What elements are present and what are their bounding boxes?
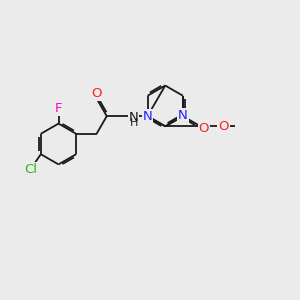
Text: O: O (218, 120, 229, 133)
Text: Cl: Cl (24, 163, 37, 176)
Text: H: H (130, 118, 138, 128)
Text: N: N (178, 109, 188, 122)
Text: O: O (199, 122, 209, 135)
Text: F: F (55, 102, 62, 115)
Text: O: O (91, 87, 102, 100)
Text: N: N (129, 111, 138, 124)
Text: N: N (143, 110, 152, 123)
